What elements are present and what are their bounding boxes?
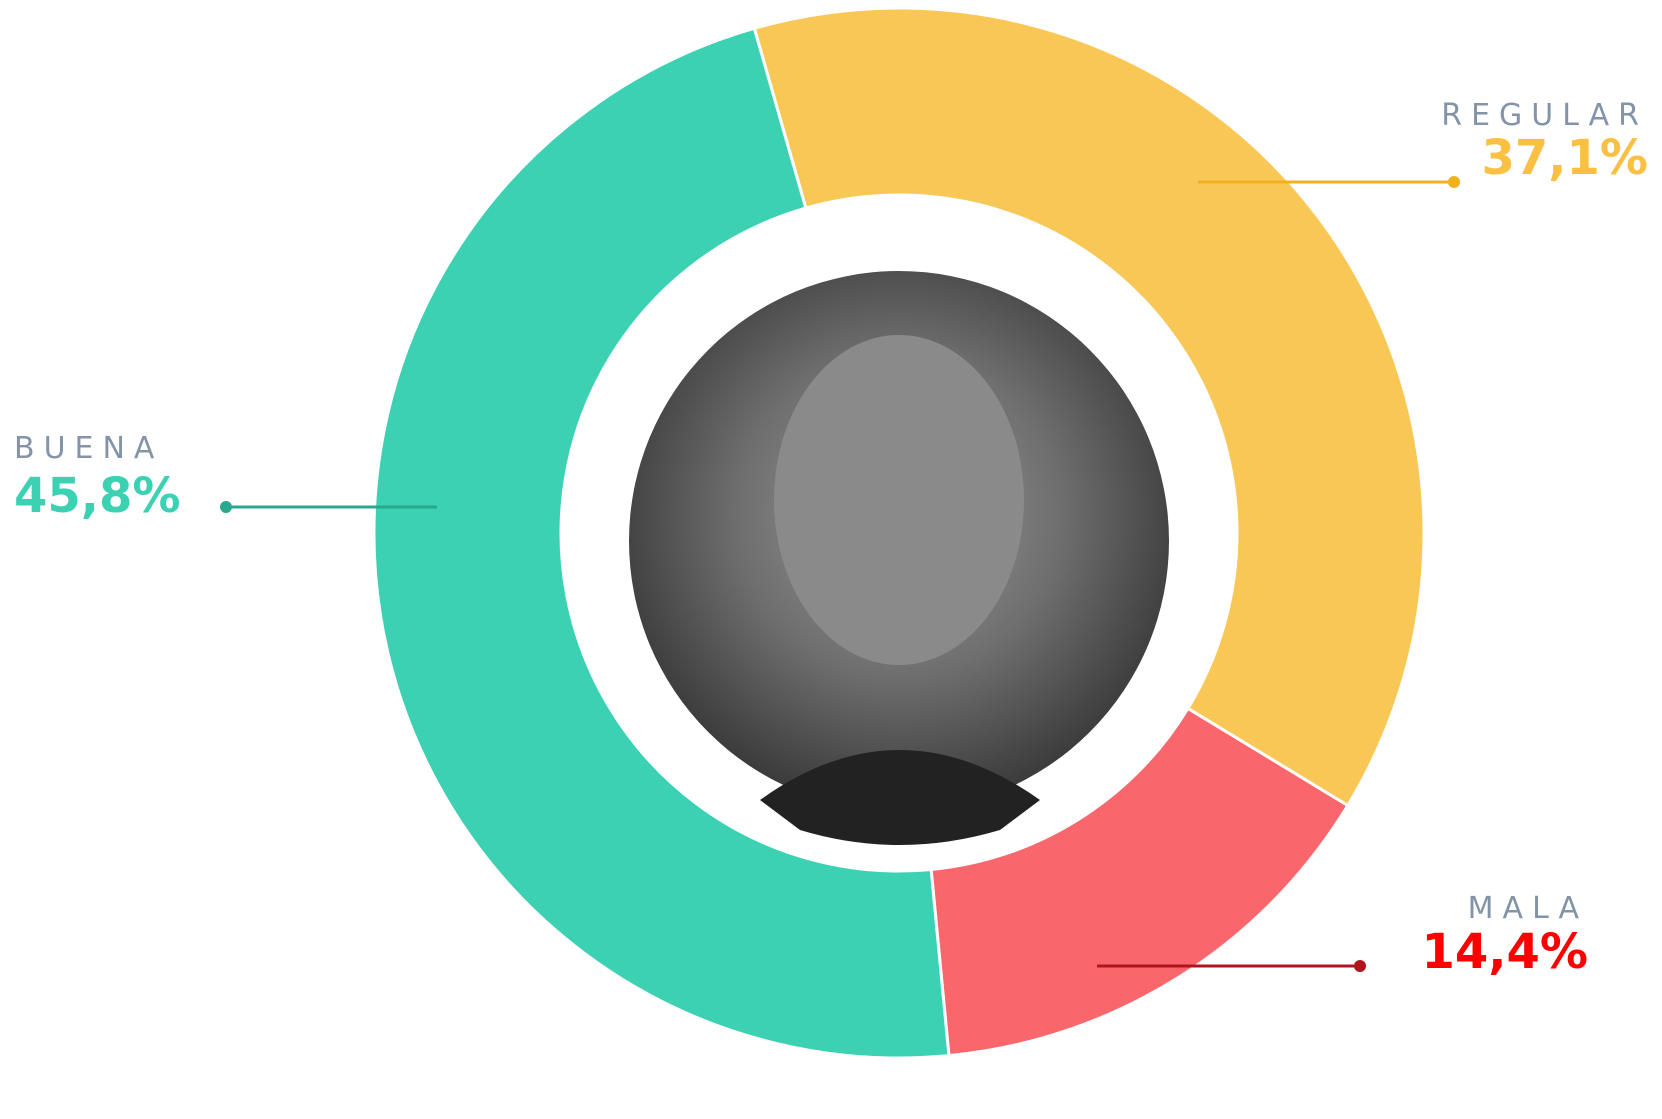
portrait-face xyxy=(774,335,1024,665)
leader-dot xyxy=(1448,176,1460,188)
leader-dot xyxy=(220,501,232,513)
value-label: 14,4% xyxy=(1421,924,1588,980)
leader-dot xyxy=(1354,960,1366,972)
value-label: 37,1% xyxy=(1481,130,1648,186)
value-label: 45,8% xyxy=(14,468,181,524)
category-label: REGULAR xyxy=(1441,98,1648,133)
category-label: MALA xyxy=(1468,891,1588,926)
chart: REGULAR37,1% MALA14,4% BUENA45,8% xyxy=(0,0,1662,1119)
page: REGULAR37,1%MALA14,4%BUENA45,8% (() => {… xyxy=(0,0,1662,1119)
category-label: BUENA xyxy=(14,431,163,466)
